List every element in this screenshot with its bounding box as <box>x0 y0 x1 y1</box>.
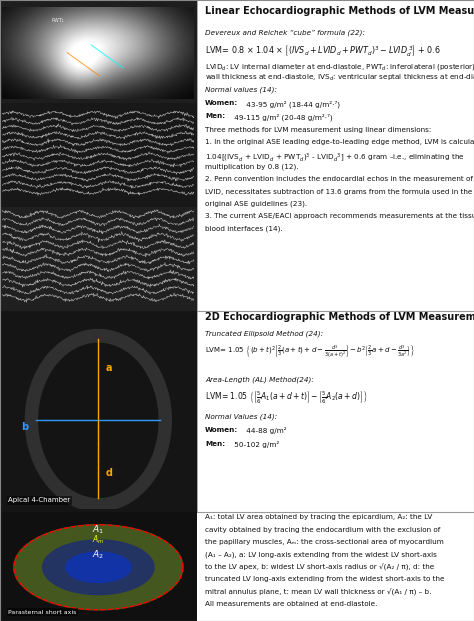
Text: Normal values (14):: Normal values (14): <box>205 86 277 93</box>
Text: LVM= 0.8 $\times$ 1.04 $\times$ $\left[(IVS_d + LVID_d + PWT_d)^3 - LVID_d^{\,3}: LVM= 0.8 $\times$ 1.04 $\times$ $\left[(… <box>205 43 441 58</box>
Polygon shape <box>14 525 183 610</box>
Text: 44-88 g/m²: 44-88 g/m² <box>244 427 287 435</box>
Text: 50-102 g/m²: 50-102 g/m² <box>232 440 279 448</box>
Text: Devereux and Reichek “cube” formula (22):: Devereux and Reichek “cube” formula (22)… <box>205 30 365 36</box>
Text: b: b <box>22 422 29 432</box>
Text: $A_2$: $A_2$ <box>92 548 104 561</box>
Bar <box>0 512 197 621</box>
Text: Truncated Ellipsoid Method (24):: Truncated Ellipsoid Method (24): <box>205 330 323 337</box>
Text: blood interfaces (14).: blood interfaces (14). <box>205 225 283 232</box>
Bar <box>0 0 474 310</box>
Bar <box>0 0 197 104</box>
Text: LVM= 1.05 $\left\{(b+t)^2\left[\frac{2}{3}(a+t)+d-\frac{d^3}{3(a+t)^2}\right]-b^: LVM= 1.05 $\left\{(b+t)^2\left[\frac{2}{… <box>205 344 415 361</box>
Text: cavity obtained by tracing the endocardium with the exclusion of: cavity obtained by tracing the endocardi… <box>205 527 440 533</box>
Text: 1.04[(IVS$_d$ + LVID$_d$ + PWT$_d$)$^3$ - LVID$_d$$^3$] + 0.6 gram –i.e., elimin: 1.04[(IVS$_d$ + LVID$_d$ + PWT$_d$)$^3$ … <box>205 152 465 165</box>
Text: LVM= 1.05 $\left\{\left[\frac{5}{6}A_1(a+d+t)\right]-\left[\frac{5}{6}A_2(a+d)\r: LVM= 1.05 $\left\{\left[\frac{5}{6}A_1(a… <box>205 390 368 406</box>
Text: (A₁ – A₂), a: LV long-axis extending from the widest LV short-axis: (A₁ – A₂), a: LV long-axis extending fro… <box>205 551 437 558</box>
Text: d: d <box>106 468 113 478</box>
Text: Normal Values (14):: Normal Values (14): <box>205 414 277 420</box>
Text: Linear Echocardiographic Methods of LVM Measurement:: Linear Echocardiographic Methods of LVM … <box>205 6 474 16</box>
Text: PWT₁: PWT₁ <box>51 18 64 23</box>
Text: Women:: Women: <box>205 100 238 106</box>
Text: Women:: Women: <box>205 427 238 433</box>
Text: Parasternal short axis: Parasternal short axis <box>8 610 76 615</box>
Text: 3. The current ASE/EACI approach recommends measurements at the tissue-: 3. The current ASE/EACI approach recomme… <box>205 213 474 219</box>
Text: a: a <box>106 363 112 373</box>
Text: 49-115 g/m² (20-48 g/m²·⁷): 49-115 g/m² (20-48 g/m²·⁷) <box>232 113 332 120</box>
Text: wall thickness at end-diastole, IVS$_d$: ventricular septal thickness at end-dia: wall thickness at end-diastole, IVS$_d$:… <box>205 73 474 83</box>
Polygon shape <box>66 552 131 582</box>
Bar <box>0 310 197 512</box>
Text: original ASE guidelines (23).: original ASE guidelines (23). <box>205 201 307 207</box>
Text: Apical 4-Chamber: Apical 4-Chamber <box>8 497 70 503</box>
Polygon shape <box>43 540 154 595</box>
Bar <box>0 104 197 207</box>
Text: All measurements are obtained at end-diastole.: All measurements are obtained at end-dia… <box>205 601 378 607</box>
Text: Three methods for LVM measurement using linear dimensions:: Three methods for LVM measurement using … <box>205 127 432 133</box>
Text: mitral annulus plane, t: mean LV wall thickness or √(A₁ / π) – b.: mitral annulus plane, t: mean LV wall th… <box>205 588 432 596</box>
Text: Area-Length (AL) Method(24):: Area-Length (AL) Method(24): <box>205 376 314 383</box>
Text: the papillary muscles, Aₘ: the cross-sectional area of myocardium: the papillary muscles, Aₘ: the cross-sec… <box>205 539 444 545</box>
Bar <box>0 207 197 310</box>
Bar <box>0 310 474 512</box>
Bar <box>0 512 474 621</box>
Text: 2. Penn convention includes the endocardial echos in the measurement of: 2. Penn convention includes the endocard… <box>205 176 473 182</box>
Text: truncated LV long-axis extending from the widest short-axis to the: truncated LV long-axis extending from th… <box>205 576 445 582</box>
Polygon shape <box>39 343 158 497</box>
Text: Men:: Men: <box>205 113 225 119</box>
Text: Men:: Men: <box>205 440 225 446</box>
Text: multiplication by 0.8 (12).: multiplication by 0.8 (12). <box>205 164 299 170</box>
Text: LVID$_d$: LV internal diameter at end-diastole, PWT$_d$: inferolateral (posterio: LVID$_d$: LV internal diameter at end-di… <box>205 62 474 72</box>
Text: 1. In the original ASE leading edge-to-leading edge method, LVM is calculated as: 1. In the original ASE leading edge-to-l… <box>205 139 474 145</box>
Text: $A_1$: $A_1$ <box>92 524 104 537</box>
Polygon shape <box>26 330 171 511</box>
Text: to the LV apex, b: widest LV short-axis radius or √(A₂ / π), d: the: to the LV apex, b: widest LV short-axis … <box>205 564 435 571</box>
Text: LVID, necessitates subtraction of 13.6 grams from the formula used in the: LVID, necessitates subtraction of 13.6 g… <box>205 189 473 194</box>
Text: 2D Echocardiographic Methods of LVM Measurement:: 2D Echocardiographic Methods of LVM Meas… <box>205 312 474 322</box>
Text: $A_m$: $A_m$ <box>92 534 105 546</box>
Text: A₁: total LV area obtained by tracing the epicardium, A₂: the LV: A₁: total LV area obtained by tracing th… <box>205 514 433 520</box>
Text: 43-95 g/m² (18-44 g/m²·⁷): 43-95 g/m² (18-44 g/m²·⁷) <box>244 100 340 107</box>
